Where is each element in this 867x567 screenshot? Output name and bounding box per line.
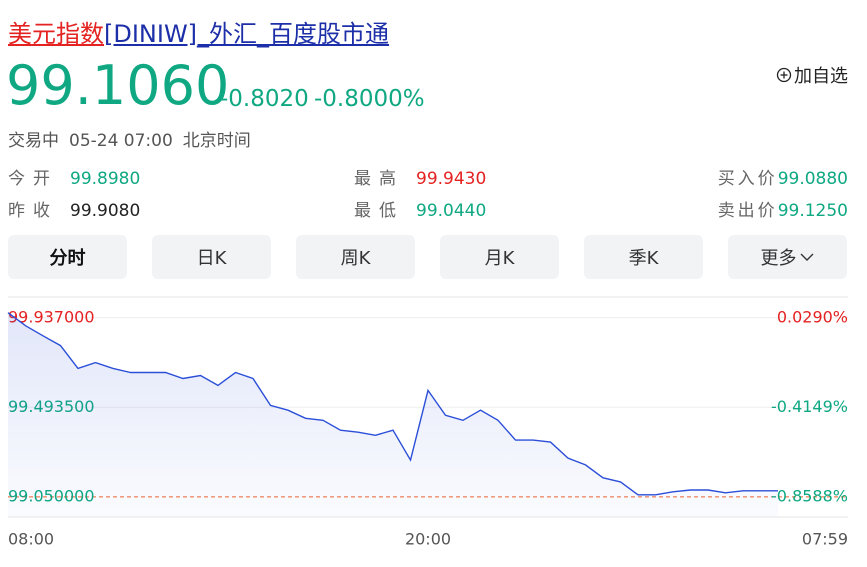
price: 99.1060 xyxy=(6,54,230,117)
stat: 最高 99.9430 xyxy=(354,164,486,189)
plus-icon xyxy=(776,67,792,83)
stat-value: 99.1250 xyxy=(777,201,848,221)
tab[interactable]: 周K xyxy=(296,235,415,279)
stat: 最低 99.0440 xyxy=(354,196,486,221)
index-name-link[interactable]: 美元指数 xyxy=(8,20,104,48)
add-watch-button[interactable]: 加自选 xyxy=(776,62,848,88)
stat: 卖出价99.1250 xyxy=(718,196,848,221)
index-code-link[interactable]: [DINIW]_外汇_百度股市通 xyxy=(104,20,390,48)
stat-value: 99.9430 xyxy=(416,169,487,189)
tab[interactable]: 日K xyxy=(152,235,271,279)
stat: 今开 99.8980 xyxy=(8,164,140,189)
stat-value: 99.8980 xyxy=(70,169,141,189)
tab[interactable]: 季K xyxy=(584,235,703,279)
status: 交易中 05-24 07:00 北京时间 xyxy=(8,126,261,151)
tab-label: 更多 xyxy=(760,248,797,269)
price-line xyxy=(7,312,778,496)
stat-value: 99.0880 xyxy=(777,169,848,189)
stat-label: 最低 xyxy=(354,201,404,221)
trade-state: 交易中 xyxy=(8,131,59,151)
chevron-icon xyxy=(800,253,813,261)
y2-tick-label: -0.4149% xyxy=(771,397,848,416)
stat-label: 买入价 xyxy=(717,169,778,189)
stat: 买入价99.0880 xyxy=(718,164,848,189)
title: 美元指数[DINIW]_外汇_百度股市通 xyxy=(8,14,389,49)
stat-label: 昨收 xyxy=(8,201,58,221)
x-tick-label: 07:59 xyxy=(802,530,848,549)
change: -0.8020 xyxy=(220,86,309,112)
stat: 昨收 99.9080 xyxy=(8,196,140,221)
stat-label: 今开 xyxy=(8,169,58,189)
trade-time: 05-24 07:00 xyxy=(69,131,173,151)
tab-more[interactable]: 更多 xyxy=(728,235,847,279)
y-tick-label: 99.937000 xyxy=(8,307,95,326)
tab[interactable]: 月K xyxy=(440,235,559,279)
y2-tick-label: -0.8588% xyxy=(771,486,848,505)
stat-value: 99.9080 xyxy=(70,201,141,221)
stat-label: 卖出价 xyxy=(717,201,778,221)
change-percent: -0.8000% xyxy=(314,86,425,112)
add-watch-label: 加自选 xyxy=(794,66,848,87)
stat-value: 99.0440 xyxy=(416,201,487,221)
tab[interactable]: 分时 xyxy=(8,235,127,279)
chart: 99.93700099.49350099.0500000.0290%-0.414… xyxy=(7,296,848,549)
stat-label: 最高 xyxy=(354,169,404,189)
area xyxy=(8,312,778,517)
x-tick-label: 08:00 xyxy=(8,530,54,549)
x-tick-label: 20:00 xyxy=(405,530,451,549)
time-zone: 北京时间 xyxy=(182,131,251,151)
y2-tick-label: 0.0290% xyxy=(777,307,848,326)
